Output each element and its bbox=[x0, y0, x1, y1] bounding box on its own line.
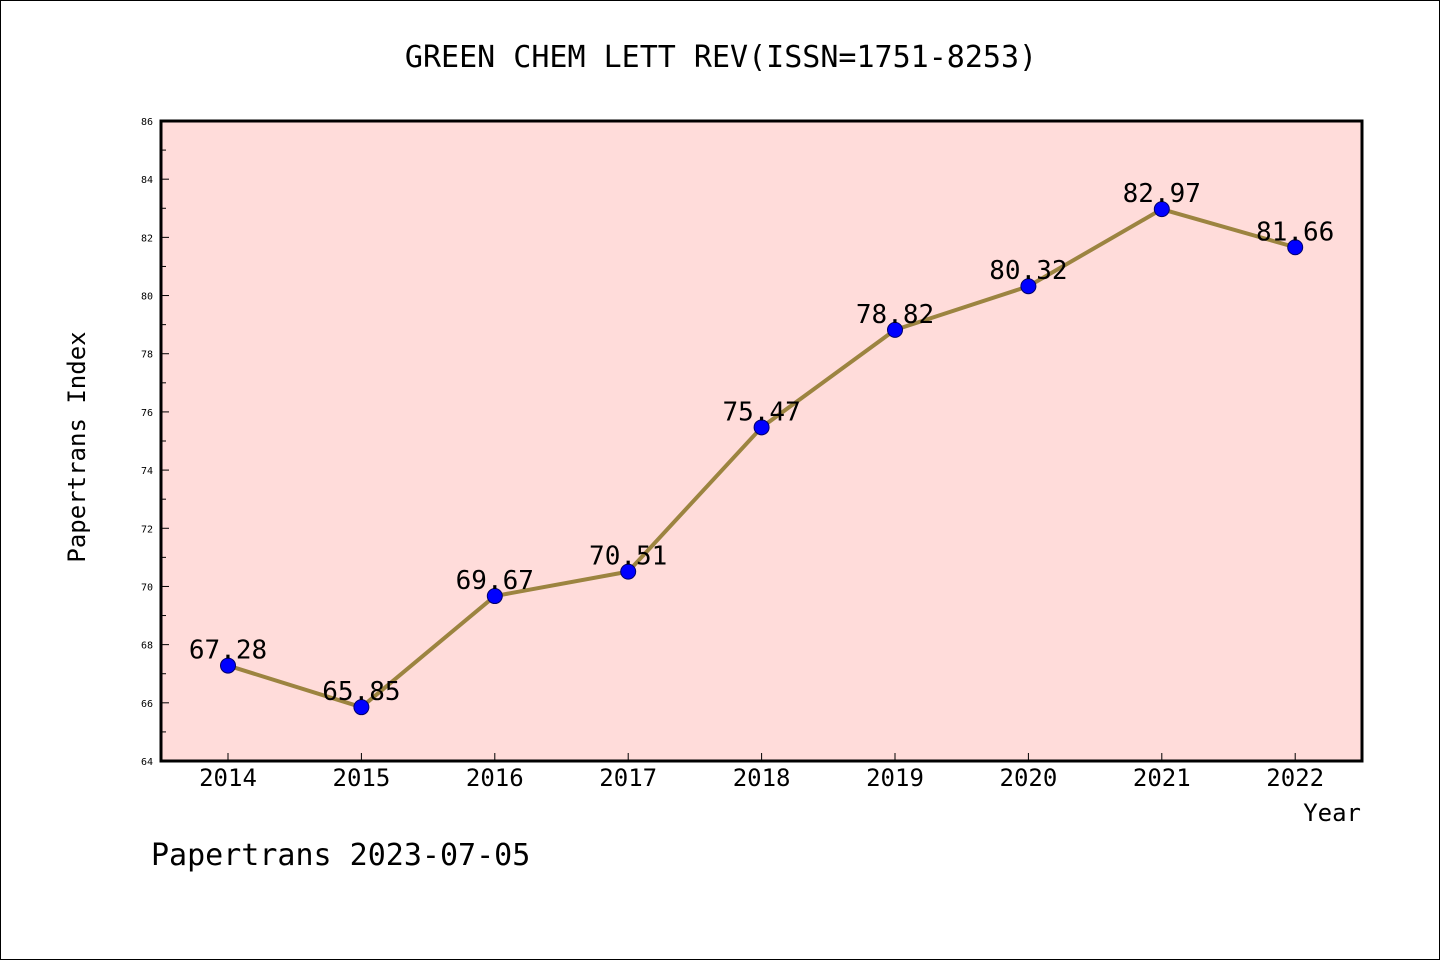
x-axis-label: Year bbox=[1303, 799, 1361, 827]
y-tick-label: 78 bbox=[141, 350, 153, 361]
data-point bbox=[1153, 201, 1170, 218]
x-tick-label: 2016 bbox=[466, 764, 524, 792]
data-point bbox=[887, 321, 903, 338]
x-tick-label: 2022 bbox=[1266, 764, 1324, 792]
y-tick-label: 76 bbox=[141, 408, 153, 419]
x-tick-label: 2018 bbox=[733, 764, 791, 792]
y-tick-label: 70 bbox=[141, 582, 153, 593]
x-tick-label: 2017 bbox=[599, 764, 657, 792]
data-label: 69.67 bbox=[456, 566, 534, 596]
data-markers bbox=[220, 201, 1304, 716]
data-label: 78.82 bbox=[856, 300, 934, 330]
data-label: 70.51 bbox=[589, 542, 667, 572]
y-tick-label: 68 bbox=[141, 641, 153, 652]
data-point bbox=[1020, 278, 1037, 295]
y-tick-label: 72 bbox=[141, 524, 153, 535]
x-tick-label: 2019 bbox=[866, 764, 924, 792]
y-tick-label: 86 bbox=[141, 117, 153, 128]
y-tick-label: 66 bbox=[141, 699, 153, 710]
x-tick-label: 2020 bbox=[1000, 764, 1058, 792]
x-tick-label: 2015 bbox=[333, 764, 391, 792]
y-tick-label: 80 bbox=[141, 292, 153, 303]
data-point bbox=[620, 563, 637, 580]
data-point bbox=[1287, 239, 1304, 256]
data-point bbox=[486, 588, 503, 605]
y-axis-label: Papertrans Index bbox=[63, 331, 91, 562]
data-label: 80.32 bbox=[989, 256, 1067, 286]
data-point bbox=[753, 419, 770, 436]
data-label: 82.97 bbox=[1123, 179, 1201, 209]
data-point bbox=[353, 699, 370, 716]
x-tick-label: 2021 bbox=[1133, 764, 1191, 792]
footer-text: Papertrans 2023-07-05 bbox=[151, 838, 530, 873]
data-label: 81.66 bbox=[1256, 217, 1334, 247]
data-point bbox=[220, 657, 236, 674]
chart-title: GREEN CHEM LETT REV(ISSN=1751-8253) bbox=[405, 40, 1037, 75]
x-tick-label: 2014 bbox=[199, 764, 257, 792]
data-label: 75.47 bbox=[722, 397, 800, 427]
x-axis: 2014 2015 2016 2017 2018 2019 2020 2021 2022 bbox=[199, 753, 1324, 792]
y-tick-label: 82 bbox=[141, 233, 153, 244]
y-tick-label: 74 bbox=[141, 466, 153, 477]
y-tick-label: 64 bbox=[141, 757, 153, 768]
y-axis: 64 66 68 70 72 74 76 78 80 82 84 86 bbox=[141, 117, 169, 768]
plot-area bbox=[159, 119, 1364, 763]
data-label: 65.85 bbox=[322, 677, 400, 707]
y-tick-label: 84 bbox=[141, 175, 153, 186]
data-labels: 67.28 65.85 69.67 70.51 75.47 78.82 80.32 82.97… bbox=[189, 179, 1334, 707]
data-label: 67.28 bbox=[189, 636, 267, 666]
